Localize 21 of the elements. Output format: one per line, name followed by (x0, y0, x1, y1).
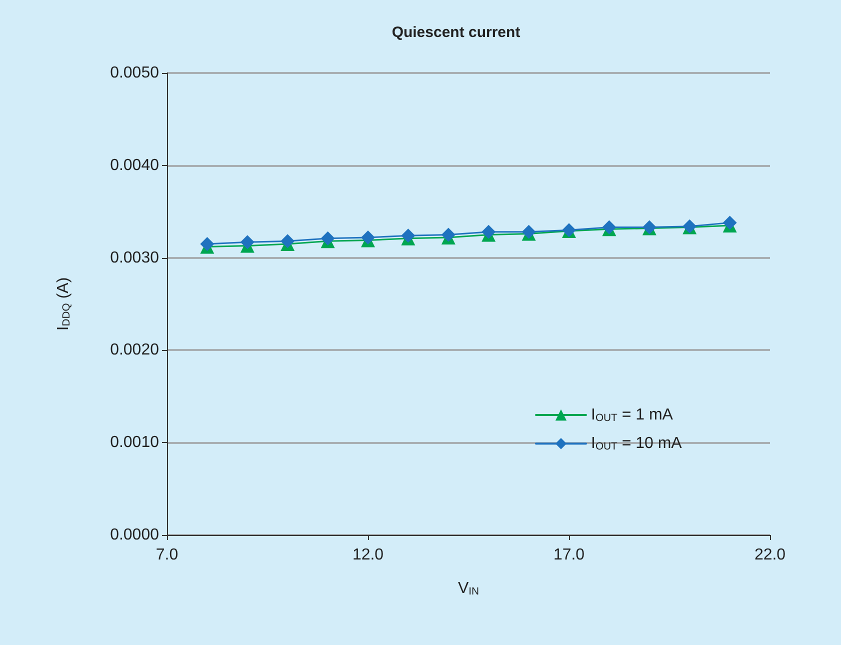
x-tick-label: 7.0 (156, 546, 178, 564)
point (280, 234, 295, 248)
x-tick-label: 22.0 (754, 546, 786, 564)
point (320, 231, 335, 246)
y-tick-label: 0.0030 (110, 249, 160, 266)
point (722, 216, 737, 230)
point (240, 235, 254, 250)
x-tick-label: 17.0 (553, 546, 585, 564)
chart-title: Quiescent current (392, 24, 520, 41)
x-tick-label: 12.0 (352, 546, 384, 564)
point (441, 228, 456, 242)
y-tick-label: 0.0040 (110, 156, 160, 174)
point (401, 228, 416, 243)
y-axis-title: IDDQ (A) (54, 277, 72, 331)
y-tick-label: 0.0000 (110, 526, 160, 544)
y-tick-label: 0.0020 (110, 342, 160, 359)
y-tick-label: 0.0050 (110, 64, 160, 82)
point (200, 236, 214, 251)
point (361, 230, 375, 244)
point (482, 224, 496, 239)
y-tick-label: 0.0010 (110, 434, 160, 452)
